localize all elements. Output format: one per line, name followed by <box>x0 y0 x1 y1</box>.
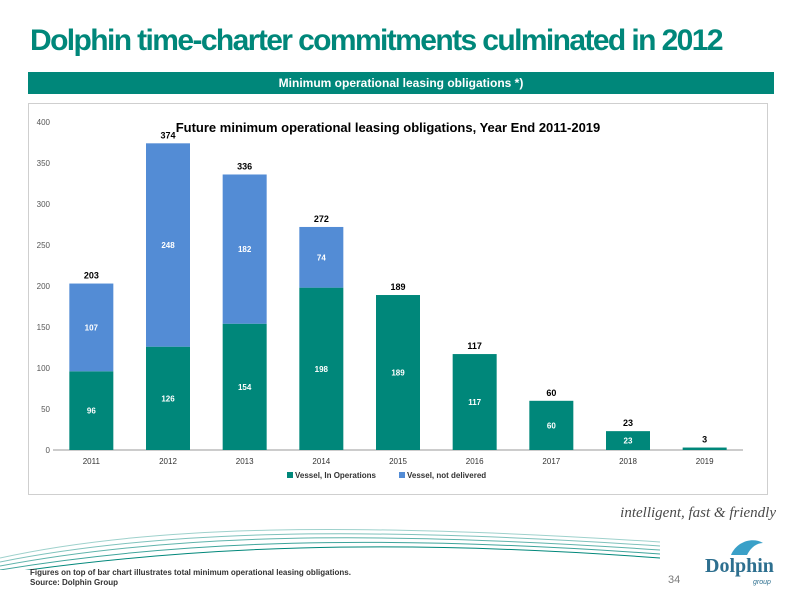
footnote: Figures on top of bar chart illustrates … <box>30 568 351 588</box>
logo-text: Dolphin <box>705 555 774 577</box>
segment-value-label: 117 <box>468 398 481 407</box>
total-value-label: 3 <box>702 435 707 445</box>
total-value-label: 272 <box>314 214 329 224</box>
y-tick-label: 200 <box>37 282 51 291</box>
segment-value-label: 198 <box>315 365 329 374</box>
x-tick-label: 2012 <box>159 457 177 466</box>
total-value-label: 336 <box>237 161 252 171</box>
x-tick-label: 2014 <box>312 457 330 466</box>
tagline: intelligent, fast & friendly <box>620 505 776 521</box>
wave-decoration <box>0 528 661 570</box>
bar-segment <box>376 295 420 450</box>
logo-sub: group <box>753 579 771 586</box>
bar-segment <box>222 174 267 324</box>
legend-swatch <box>287 472 293 478</box>
chart-title: Future minimum operational leasing oblig… <box>176 120 601 135</box>
page-number: 34 <box>668 574 681 586</box>
footnote-text: Figures on top of bar chart illustrates … <box>30 568 351 577</box>
legend-label: Vessel, In Operations <box>295 471 376 480</box>
y-tick-label: 150 <box>37 323 51 332</box>
x-tick-label: 2019 <box>696 457 714 466</box>
total-value-label: 203 <box>84 271 99 281</box>
bar-segment <box>69 283 114 372</box>
segment-value-label: 23 <box>624 437 633 446</box>
bar-segment <box>606 431 650 450</box>
total-value-label: 189 <box>390 282 405 292</box>
y-tick-label: 300 <box>37 200 51 209</box>
segment-value-label: 107 <box>85 323 99 332</box>
legend-swatch <box>399 472 405 478</box>
x-tick-label: 2013 <box>236 457 254 466</box>
segment-value-label: 74 <box>317 253 326 262</box>
segment-value-label: 248 <box>161 241 175 250</box>
bar-segment <box>452 354 497 450</box>
source-text: Source: Dolphin Group <box>30 578 118 587</box>
segment-value-label: 182 <box>238 245 252 254</box>
section-banner: Minimum operational leasing obligations … <box>28 72 774 94</box>
segment-value-label: 189 <box>391 369 405 378</box>
total-value-label: 60 <box>546 388 556 398</box>
total-value-label: 23 <box>623 418 633 428</box>
segment-value-label: 126 <box>161 394 175 403</box>
dolphin-icon <box>731 540 763 555</box>
bar-segment <box>682 447 727 450</box>
dolphin-logo: Dolphin group <box>705 535 785 595</box>
bar-chart: Future minimum operational leasing oblig… <box>37 118 743 480</box>
y-tick-label: 50 <box>41 405 50 414</box>
segment-value-label: 154 <box>238 383 252 392</box>
y-tick-label: 350 <box>37 159 51 168</box>
segment-value-label: 96 <box>87 407 96 416</box>
x-tick-label: 2016 <box>466 457 484 466</box>
chart-container: Future minimum operational leasing oblig… <box>28 103 768 495</box>
y-tick-label: 250 <box>37 241 51 250</box>
bar-segment <box>299 226 344 288</box>
y-tick-label: 400 <box>37 118 51 127</box>
bar-segment <box>146 143 190 347</box>
page-title: Dolphin time-charter commitments culmina… <box>30 24 724 57</box>
y-tick-label: 0 <box>46 446 51 455</box>
bar-segment <box>299 287 344 450</box>
x-tick-label: 2018 <box>619 457 637 466</box>
y-tick-label: 100 <box>37 364 51 373</box>
bar-segment <box>146 346 190 450</box>
x-tick-label: 2015 <box>389 457 407 466</box>
bar-segment <box>222 323 267 450</box>
segment-value-label: 60 <box>547 421 556 430</box>
x-tick-label: 2011 <box>83 457 101 466</box>
bar-segment <box>529 400 574 450</box>
legend-label: Vessel, not delivered <box>407 471 486 480</box>
x-tick-label: 2017 <box>542 457 560 466</box>
total-value-label: 117 <box>467 341 482 351</box>
bar-segment <box>69 371 114 450</box>
total-value-label: 374 <box>160 130 175 140</box>
